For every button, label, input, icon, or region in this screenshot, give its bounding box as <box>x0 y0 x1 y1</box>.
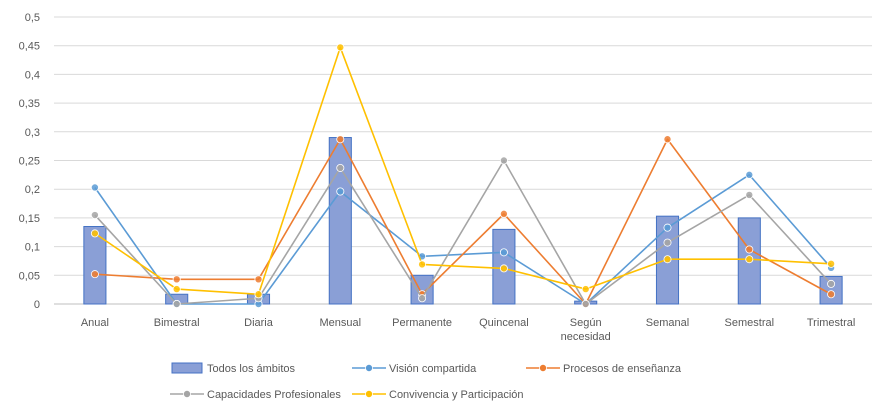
data-point <box>663 238 672 247</box>
legend-item: Convivencia y Participación <box>352 389 524 401</box>
y-tick-label: 0,05 <box>19 270 40 282</box>
y-axis: 0 0,05 0,1 0,15 0,2 0,25 0,3 0,35 0,4 0,45 0,5 <box>19 12 40 311</box>
data-point <box>499 264 508 273</box>
data-point <box>745 190 754 199</box>
legend-item: Visión compartida <box>352 363 477 375</box>
legend-label: Visión compartida <box>389 363 477 375</box>
bar <box>83 226 107 305</box>
y-tick-label: 0,35 <box>19 98 40 110</box>
data-point <box>90 229 99 238</box>
legend-label: Capacidades Profesionales <box>207 389 341 401</box>
data-point <box>254 290 263 299</box>
x-tick-label: Quincenal <box>479 317 529 329</box>
x-tick-label: Permanente <box>392 317 452 329</box>
data-point <box>745 245 754 254</box>
data-point <box>827 259 836 268</box>
series-line <box>94 138 832 305</box>
x-tick-label: Diaria <box>244 317 274 329</box>
line-series <box>90 43 836 308</box>
y-tick-label: 0,3 <box>25 127 40 139</box>
legend-marker <box>539 363 548 372</box>
data-point <box>336 43 345 52</box>
data-point <box>499 248 508 257</box>
legend-label: Procesos de enseñanza <box>563 363 682 375</box>
data-point <box>663 255 672 264</box>
y-tick-label: 0,1 <box>25 242 40 254</box>
data-point <box>581 285 590 294</box>
bar <box>819 275 843 305</box>
series-capacidades-profesionales <box>90 156 836 308</box>
data-point <box>336 135 345 144</box>
legend-item: Procesos de enseñanza <box>526 363 682 375</box>
y-tick-label: 0,25 <box>19 156 40 168</box>
data-point <box>418 294 427 303</box>
y-tick-label: 0,5 <box>25 12 40 24</box>
legend-marker <box>364 363 373 372</box>
bar-series <box>83 137 843 305</box>
x-tick-label: Según <box>570 317 602 329</box>
data-point <box>663 135 672 144</box>
data-point <box>827 290 836 299</box>
data-point <box>581 299 590 308</box>
series-line <box>94 174 832 305</box>
data-point <box>418 260 427 269</box>
gridlines <box>54 16 872 305</box>
legend-label: Todos los ámbitos <box>207 363 296 375</box>
y-tick-label: 0,2 <box>25 184 40 196</box>
series-line <box>94 46 832 296</box>
legend-marker <box>182 389 191 398</box>
y-tick-label: 0,15 <box>19 213 40 225</box>
data-point <box>172 299 181 308</box>
legend-marker <box>364 389 373 398</box>
legend-item: Capacidades Profesionales <box>170 389 341 401</box>
x-axis: Anual Bimestral Diaria Mensual Permanente Qui… <box>81 317 856 343</box>
legend-swatch <box>171 362 203 374</box>
data-point <box>336 187 345 196</box>
data-point <box>827 279 836 288</box>
x-tick-label: necesidad <box>561 331 611 343</box>
data-point <box>172 275 181 284</box>
data-point <box>90 211 99 220</box>
legend-label: Convivencia y Participación <box>389 389 524 401</box>
x-tick-label: Semanal <box>646 317 689 329</box>
data-point <box>172 285 181 294</box>
x-tick-label: Trimestral <box>807 317 855 329</box>
x-tick-label: Mensual <box>320 317 362 329</box>
data-point <box>254 275 263 284</box>
series-procesos-de-ense-anza <box>90 135 836 308</box>
data-point <box>745 255 754 264</box>
data-point <box>336 163 345 172</box>
series-line <box>94 159 832 305</box>
legend: Todos los ámbitos Visión compartida Proces… <box>170 362 682 401</box>
data-point <box>663 223 672 232</box>
data-point <box>90 183 99 192</box>
legend-item: Todos los ámbitos <box>171 362 296 375</box>
x-tick-label: Bimestral <box>154 317 200 329</box>
series-visi-n-compartida <box>90 170 836 308</box>
data-point <box>90 270 99 279</box>
data-point <box>499 156 508 165</box>
y-tick-label: 0 <box>34 299 40 311</box>
data-point <box>745 170 754 179</box>
x-tick-label: Semestral <box>725 317 775 329</box>
y-tick-label: 0,4 <box>25 69 40 81</box>
data-point <box>499 209 508 218</box>
x-tick-label: Anual <box>81 317 109 329</box>
series-convivencia-y-participaci-n <box>90 43 836 299</box>
bar <box>328 137 352 305</box>
y-tick-label: 0,45 <box>19 41 40 53</box>
